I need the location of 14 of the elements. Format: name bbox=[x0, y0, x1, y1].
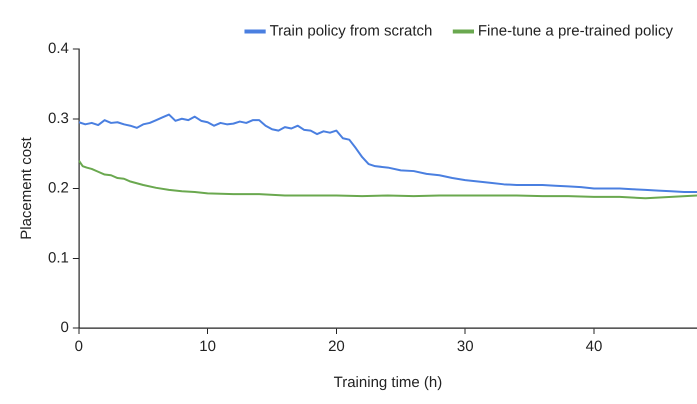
y-tick-label: 0.1 bbox=[48, 249, 69, 266]
legend-label: Fine-tune a pre-trained policy bbox=[478, 22, 674, 40]
x-tick-label: 10 bbox=[199, 338, 216, 356]
x-tick-label: 30 bbox=[456, 338, 474, 356]
legend-label: Train policy from scratch bbox=[270, 22, 432, 40]
x-tick-label: 20 bbox=[328, 338, 345, 356]
x-axis-title: Training time (h) bbox=[334, 374, 442, 392]
y-tick-label: 0.2 bbox=[48, 180, 69, 197]
y-axis-title: Placement cost bbox=[18, 136, 36, 240]
y-tick-label: 0 bbox=[60, 319, 69, 336]
y-tick-label: 0.3 bbox=[48, 110, 69, 127]
y-tick-label: 0.4 bbox=[48, 40, 69, 58]
x-tick-label: 40 bbox=[586, 338, 602, 356]
x-tick-label: 0 bbox=[74, 338, 84, 356]
